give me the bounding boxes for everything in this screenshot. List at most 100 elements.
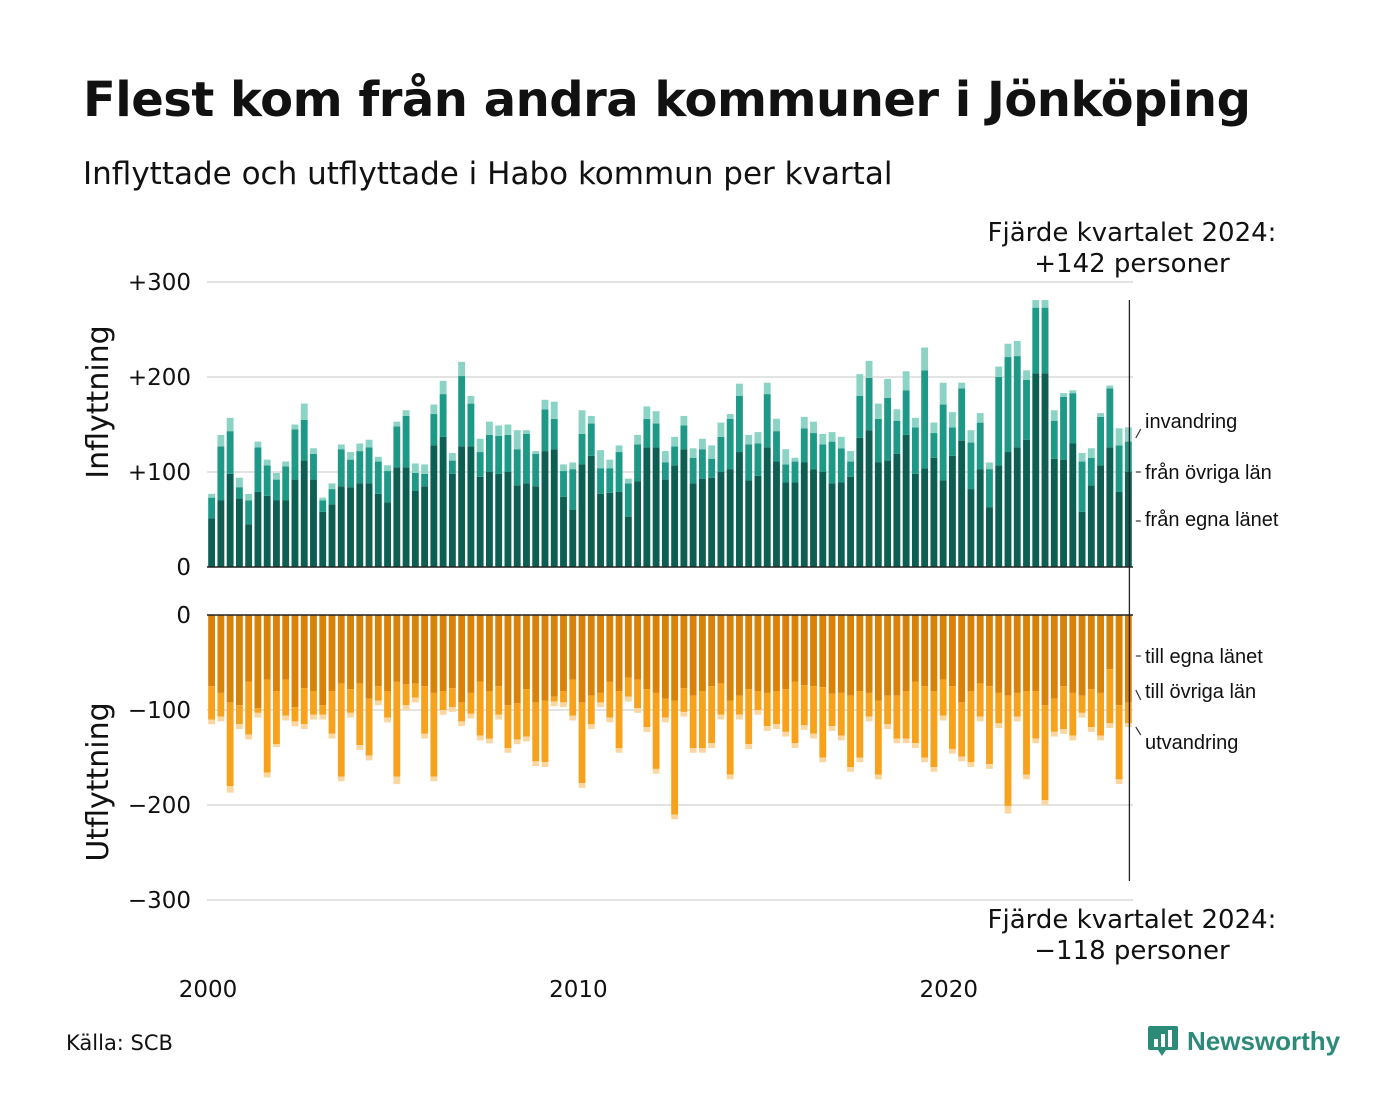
bar-ut-egna (1124, 615, 1132, 703)
bar-in-egna (661, 479, 669, 567)
bar-ut-egna (884, 615, 892, 696)
bar-in-invandring (374, 456, 382, 462)
bar-in-invandring (513, 430, 521, 450)
bar-in-invandring (1124, 427, 1132, 442)
bar-in-ovriga (1115, 445, 1123, 492)
bar-in-invandring (291, 424, 299, 430)
bar-in-ovriga (874, 418, 882, 463)
bar-ut-egna (1032, 615, 1040, 691)
bar-ut-utvandring (708, 743, 716, 748)
bar-ut-utvandring (865, 716, 873, 722)
bar-in-invandring (411, 463, 419, 473)
bar-in-egna (476, 476, 484, 567)
legend-label-top: invandring (1145, 411, 1237, 433)
bar-ut-egna (958, 615, 966, 703)
bar-ut-ovriga (958, 702, 966, 757)
ytick-label-top: +200 (128, 365, 191, 391)
bar-in-egna (208, 518, 216, 567)
bar-in-ovriga (319, 500, 327, 512)
ylabel-utflyttning: Utflyttning (81, 702, 116, 861)
newsworthy-logo[interactable]: Newsworthy (1147, 1024, 1340, 1058)
bar-in-egna (569, 510, 577, 567)
bar-in-ovriga (615, 452, 623, 492)
bar-in-egna (300, 460, 308, 567)
bar-ut-egna (374, 615, 382, 687)
bar-in-ovriga (356, 451, 364, 484)
bar-in-ovriga (439, 394, 447, 437)
xtick-label: 2020 (920, 977, 979, 1003)
bar-in-invandring (1069, 390, 1077, 394)
bar-in-egna (995, 465, 1003, 567)
bar-ut-utvandring (680, 711, 688, 717)
bar-in-egna (921, 468, 929, 567)
bar-in-egna (245, 524, 253, 567)
bar-in-ovriga (893, 420, 901, 454)
bar-ut-utvandring (717, 714, 725, 720)
bar-ut-egna (411, 615, 419, 684)
bar-in-invandring (884, 378, 892, 398)
bar-in-invandring (578, 410, 586, 434)
bar-in-invandring (847, 451, 854, 462)
bar-in-egna (1060, 459, 1067, 567)
bar-ut-utvandring (337, 776, 345, 782)
legend-label-bottom: utvandring (1145, 732, 1238, 754)
bar-ut-ovriga (356, 683, 364, 746)
bar-in-ovriga (782, 464, 790, 483)
bar-in-egna (532, 486, 540, 567)
bar-in-invandring (661, 451, 669, 463)
bar-in-ovriga (698, 449, 706, 479)
bar-in-invandring (319, 497, 327, 501)
bar-ut-ovriga (550, 696, 558, 702)
bar-ut-ovriga (263, 679, 271, 773)
bar-ut-ovriga (1106, 669, 1114, 724)
bar-ut-ovriga (624, 677, 632, 697)
bar-ut-utvandring (949, 748, 956, 754)
bar-in-invandring (810, 421, 817, 434)
bar-in-egna (865, 430, 873, 567)
bar-ut-egna (235, 615, 243, 706)
bar-in-invandring (708, 445, 716, 459)
bar-in-ovriga (884, 397, 892, 461)
bar-ut-utvandring (245, 734, 253, 740)
bar-in-ovriga (550, 418, 558, 450)
bar-ut-ovriga (1041, 705, 1049, 801)
bar-ut-ovriga (893, 695, 901, 739)
bar-ut-ovriga (217, 692, 225, 717)
bar-in-ovriga (652, 423, 660, 448)
bar-in-ovriga (541, 409, 549, 452)
bar-ut-utvandring (458, 721, 466, 727)
bar-ut-egna (263, 615, 271, 680)
bar-in-invandring (1060, 393, 1067, 397)
bar-in-ovriga (1041, 307, 1049, 374)
bar-ut-utvandring (300, 724, 308, 729)
ytick-label-top: +100 (128, 460, 191, 486)
bar-ut-egna (1097, 615, 1105, 693)
bar-in-invandring (523, 430, 530, 434)
bar-ut-egna (337, 615, 345, 684)
bar-ut-utvandring (541, 762, 549, 767)
bar-ut-ovriga (902, 691, 910, 739)
bar-ut-egna (319, 615, 327, 706)
bar-ut-ovriga (1032, 691, 1040, 739)
bar-in-ovriga (643, 418, 651, 448)
bar-ut-egna (310, 615, 317, 691)
bar-ut-utvandring (884, 724, 892, 729)
bar-ut-egna (615, 615, 623, 691)
bar-ut-utvandring (847, 767, 854, 772)
bar-ut-egna (1023, 615, 1030, 691)
bar-ut-egna (467, 615, 475, 693)
annotation-bottom-line1: Fjärde kvartalet 2024: (987, 905, 1277, 935)
bar-in-ovriga (282, 466, 290, 501)
bar-ut-ovriga (680, 688, 688, 712)
xtick-label: 2000 (179, 977, 238, 1003)
bar-in-invandring (995, 366, 1003, 377)
bar-ut-egna (1060, 615, 1067, 687)
bar-in-invandring (949, 412, 956, 428)
bar-ut-ovriga (671, 700, 679, 815)
bar-in-invandring (226, 417, 234, 432)
bar-ut-utvandring (217, 716, 225, 722)
bar-in-ovriga (597, 468, 604, 494)
bar-in-invandring (893, 409, 901, 421)
bar-ut-ovriga (541, 700, 549, 763)
